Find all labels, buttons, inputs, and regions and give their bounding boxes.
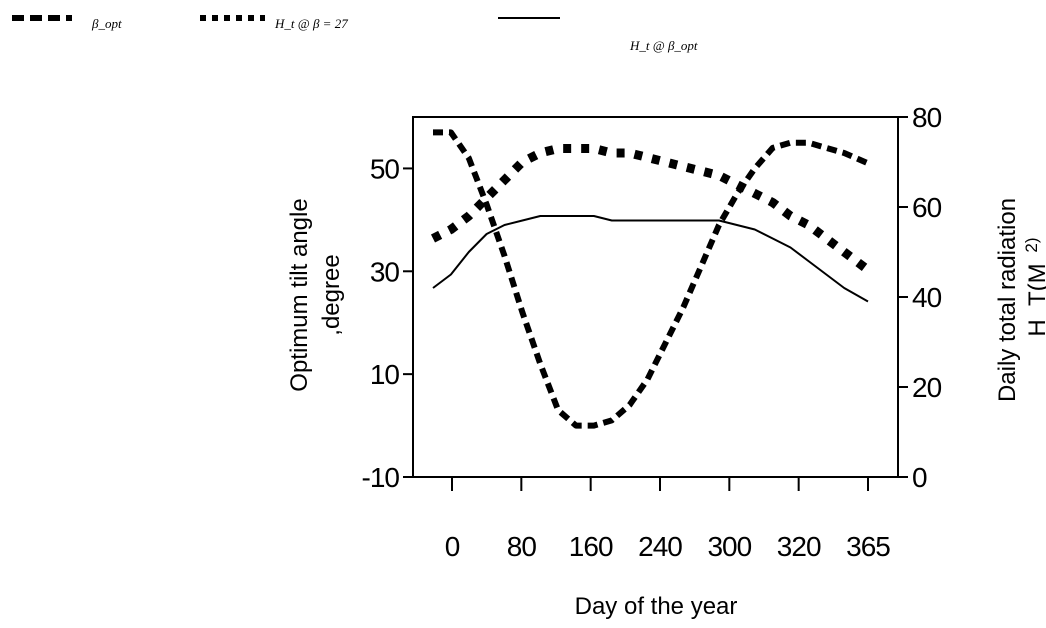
x-tick-label: 320 [777, 531, 821, 562]
y-axis-right: 0 20 40 60 80 [898, 102, 943, 493]
y-right-tick-label: 20 [912, 372, 942, 403]
y-axis-right-title-superscript: 2) [1022, 237, 1041, 252]
x-tick-label: 80 [507, 531, 537, 562]
y-right-tick-label: 80 [912, 102, 942, 133]
x-tick-label: 300 [707, 531, 751, 562]
y-axis-left-title: Optimum tilt angle ,degree [286, 198, 345, 391]
x-tick-label: 240 [638, 531, 682, 562]
x-tick-label: 160 [569, 531, 613, 562]
x-tick-label: 0 [445, 531, 460, 562]
y-right-tick-label: 0 [912, 462, 927, 493]
y-axis-right-title-line2: H_T(M [1024, 263, 1046, 336]
y-left-tick-label: -10 [362, 462, 400, 493]
legend-label-ht-beta-opt: H_t @ β_opt [629, 38, 698, 53]
plot-frame [412, 116, 899, 478]
y-right-tick-label: 40 [912, 282, 942, 313]
series-line-1 [430, 144, 871, 274]
y-axis-right-title: Daily total radiation H_T(M 2) [994, 198, 1046, 402]
y-axis-left: -10 10 30 50 [362, 153, 413, 493]
legend: β_opt H_t @ β = 27 H_t @ β_opt [12, 15, 698, 53]
y-axis-left-title-line1: Optimum tilt angle [286, 198, 313, 391]
legend-item-ht-beta27: H_t @ β = 27 [200, 15, 348, 31]
y-left-tick-label: 10 [370, 359, 400, 390]
x-axis-title: Day of the year [575, 593, 738, 620]
series-layer [430, 129, 871, 429]
x-tick-label: 365 [846, 531, 890, 562]
x-axis: 0 80 160 240 300 320 365 [445, 477, 891, 562]
y-axis-right-title-line1: Daily total radiation [994, 198, 1021, 402]
series-line-2 [432, 215, 869, 303]
y-axis-left-title-line2: ,degree [318, 254, 345, 335]
y-left-tick-label: 30 [370, 256, 400, 287]
legend-label-beta-opt: β_opt [91, 16, 122, 31]
series-line-0 [433, 129, 870, 429]
legend-item-ht-beta-opt: H_t @ β_opt [498, 17, 698, 53]
legend-label-ht-beta27: H_t @ β = 27 [274, 16, 348, 31]
legend-item-beta-opt: β_opt [12, 15, 122, 31]
y-right-tick-label: 60 [912, 192, 942, 223]
y-left-tick-label: 50 [370, 153, 400, 184]
